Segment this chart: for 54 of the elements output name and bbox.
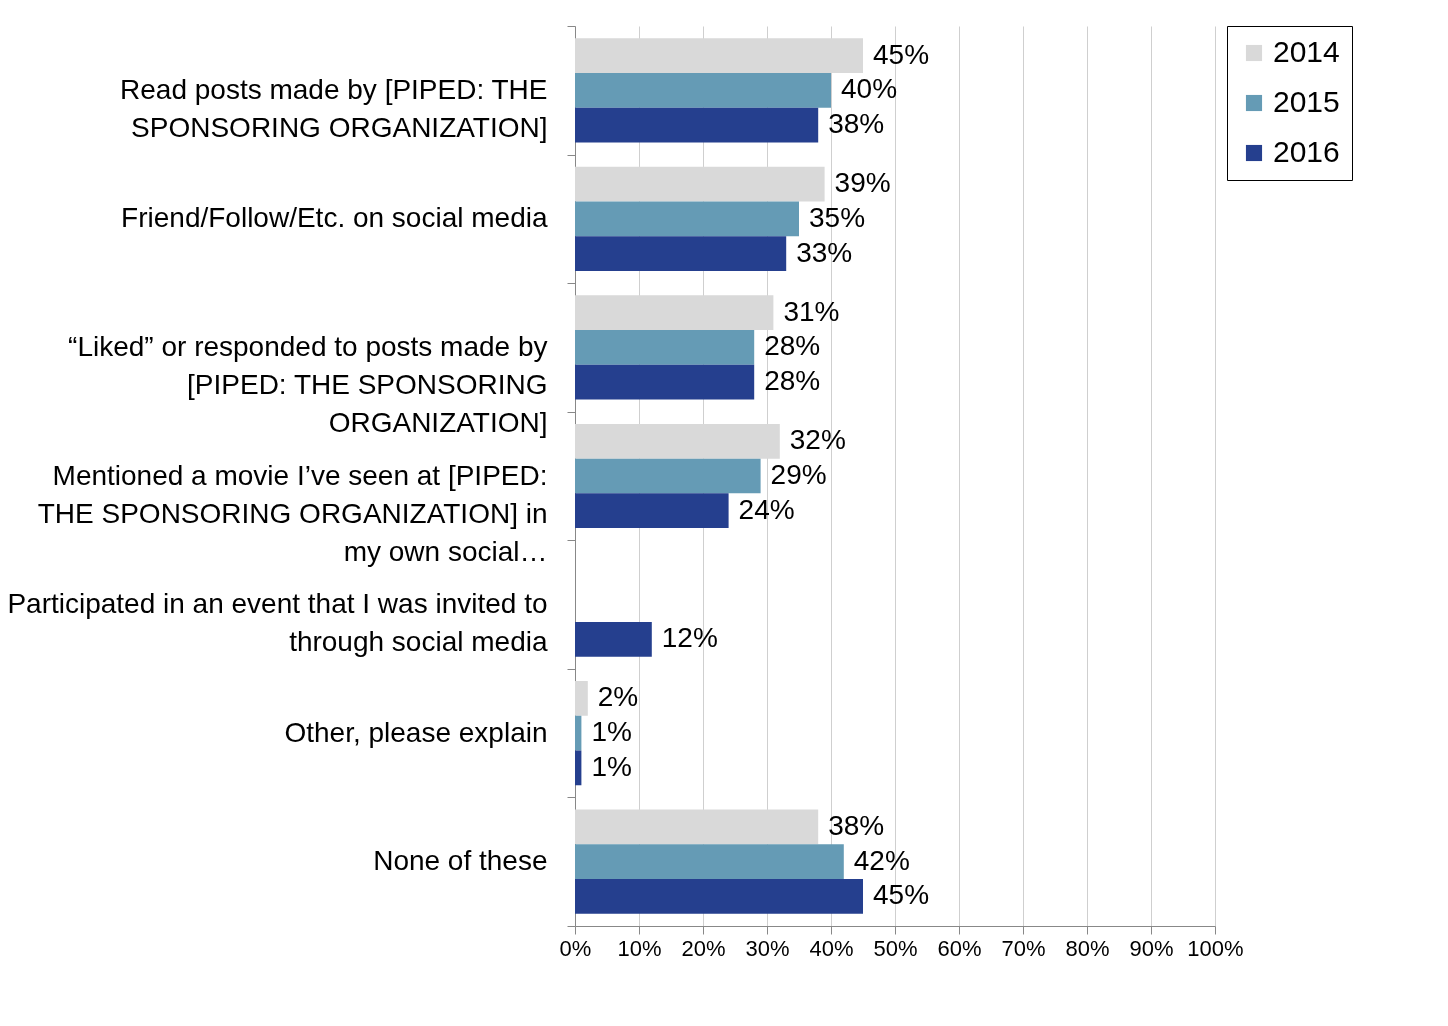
- legend-label: 2014: [1273, 35, 1340, 68]
- bar: [575, 715, 582, 751]
- x-tick-label: 40%: [809, 935, 854, 961]
- y-tick-label: Friend/Follow/Etc. on social media: [121, 202, 548, 234]
- bar: [575, 458, 761, 494]
- y-tick-label: Read posts made by [PIPED: THE SPONSORING ORGANIZATION]: [120, 73, 548, 143]
- bar: [575, 236, 787, 271]
- data-label: 39%: [834, 167, 891, 199]
- x-tick-label: 90%: [1129, 935, 1174, 961]
- data-label: 24%: [738, 493, 795, 525]
- y-tick-label: Participated in an event that I was invited to through social media: [7, 588, 548, 658]
- bar: [575, 72, 831, 108]
- bar: [575, 879, 863, 914]
- x-tick-label: 30%: [745, 935, 790, 961]
- data-label: 29%: [770, 459, 827, 490]
- data-label: 28%: [764, 365, 821, 397]
- data-label: 42%: [853, 844, 910, 876]
- x-tick-label: 0%: [559, 935, 592, 961]
- data-label: 28%: [764, 330, 821, 362]
- data-label: 35%: [809, 201, 866, 233]
- data-label: 1%: [591, 716, 632, 748]
- data-label: 1%: [591, 750, 632, 782]
- data-label: 45%: [873, 38, 930, 70]
- bar: [575, 681, 588, 716]
- x-tick-label: 60%: [937, 935, 982, 961]
- legend-label: 2015: [1273, 85, 1340, 118]
- legend-label: 2016: [1273, 135, 1340, 168]
- data-label: 38%: [828, 108, 885, 140]
- data-label: 12%: [661, 622, 718, 654]
- x-tick-label: 20%: [681, 935, 726, 961]
- data-label: 38%: [828, 809, 885, 841]
- x-tick-label: 80%: [1065, 935, 1110, 961]
- data-label: 45%: [873, 879, 930, 911]
- bar: [575, 201, 799, 237]
- bar: [575, 364, 755, 400]
- y-tick-label: “Liked” or responded to posts made by [PIPED: THE SPONSORING ORGANIZATION]: [68, 330, 548, 438]
- x-tick-label: 100%: [1187, 935, 1244, 961]
- bar: [575, 844, 844, 880]
- y-tick-label: Mentioned a movie I’ve seen at [PIPED: THE SPONSORING ORGANIZATION] in my own social…: [37, 459, 548, 567]
- bar: [575, 330, 755, 365]
- data-label: 31%: [783, 295, 840, 327]
- data-label: 2%: [597, 681, 639, 713]
- y-tick-label: Other, please explain: [284, 716, 548, 748]
- data-label: 40%: [841, 73, 898, 105]
- bar: [575, 621, 652, 657]
- x-tick-label: 10%: [617, 935, 662, 961]
- y-tick-label: None of these: [373, 845, 548, 877]
- data-label: 32%: [789, 424, 846, 456]
- x-tick-label: 70%: [1001, 935, 1046, 961]
- data-label: 33%: [796, 236, 853, 268]
- bar: [575, 750, 582, 786]
- bar: [575, 493, 729, 529]
- bar: [575, 107, 819, 143]
- x-tick-label: 50%: [873, 935, 918, 961]
